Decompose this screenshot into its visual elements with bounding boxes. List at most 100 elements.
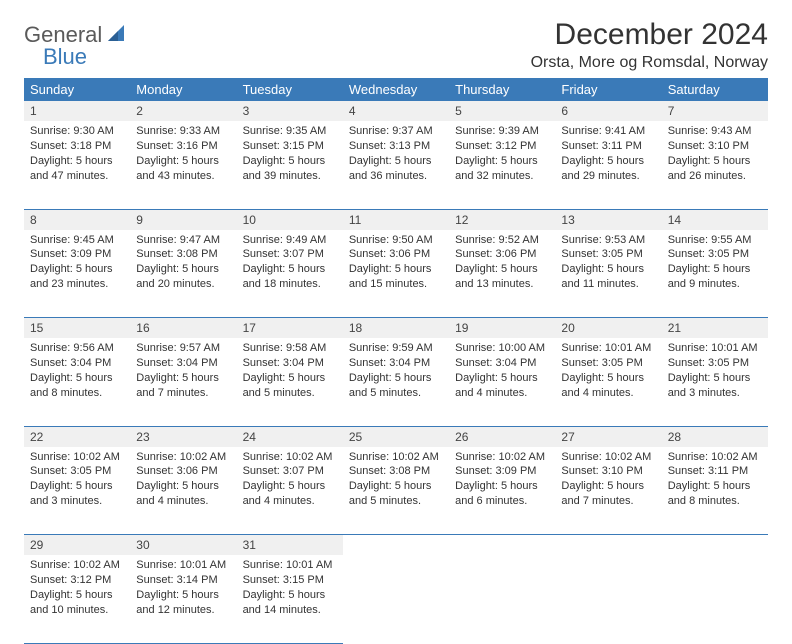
sunset-line: Sunset: 3:06 PM	[349, 247, 443, 262]
daylight-line: Daylight: 5 hours and 43 minutes.	[136, 154, 230, 184]
daylight-line: Daylight: 5 hours and 9 minutes.	[668, 262, 762, 292]
day-cell: Sunrise: 9:37 AMSunset: 3:13 PMDaylight:…	[343, 121, 449, 209]
day-number-row: 293031	[24, 535, 768, 556]
daylight-line: Daylight: 5 hours and 20 minutes.	[136, 262, 230, 292]
daylight-line: Daylight: 5 hours and 26 minutes.	[668, 154, 762, 184]
day-cell: Sunrise: 10:01 AMSunset: 3:14 PMDaylight…	[130, 555, 236, 643]
day-number-row: 891011121314	[24, 209, 768, 230]
sunrise-line: Sunrise: 9:59 AM	[349, 341, 443, 356]
day-number-cell: 22	[24, 426, 130, 447]
sunset-line: Sunset: 3:04 PM	[243, 356, 337, 371]
daylight-line: Daylight: 5 hours and 29 minutes.	[561, 154, 655, 184]
day-cell: Sunrise: 9:58 AMSunset: 3:04 PMDaylight:…	[237, 338, 343, 426]
day-cell: Sunrise: 9:52 AMSunset: 3:06 PMDaylight:…	[449, 230, 555, 318]
daylight-line: Daylight: 5 hours and 14 minutes.	[243, 588, 337, 618]
day-cell: Sunrise: 9:35 AMSunset: 3:15 PMDaylight:…	[237, 121, 343, 209]
day-cell: Sunrise: 9:53 AMSunset: 3:05 PMDaylight:…	[555, 230, 661, 318]
day-cell: Sunrise: 10:02 AMSunset: 3:08 PMDaylight…	[343, 447, 449, 535]
day-number-row: 15161718192021	[24, 318, 768, 339]
day-content-row: Sunrise: 10:02 AMSunset: 3:12 PMDaylight…	[24, 555, 768, 643]
sunset-line: Sunset: 3:04 PM	[136, 356, 230, 371]
day-cell: Sunrise: 9:55 AMSunset: 3:05 PMDaylight:…	[662, 230, 768, 318]
sunset-line: Sunset: 3:07 PM	[243, 464, 337, 479]
sunset-line: Sunset: 3:12 PM	[30, 573, 124, 588]
sunset-line: Sunset: 3:12 PM	[455, 139, 549, 154]
sunset-line: Sunset: 3:15 PM	[243, 139, 337, 154]
sunrise-line: Sunrise: 10:02 AM	[136, 450, 230, 465]
day-cell: Sunrise: 9:33 AMSunset: 3:16 PMDaylight:…	[130, 121, 236, 209]
sunrise-line: Sunrise: 10:02 AM	[243, 450, 337, 465]
day-cell: Sunrise: 10:02 AMSunset: 3:12 PMDaylight…	[24, 555, 130, 643]
sunrise-line: Sunrise: 9:33 AM	[136, 124, 230, 139]
sunset-line: Sunset: 3:06 PM	[136, 464, 230, 479]
day-number-cell: 8	[24, 209, 130, 230]
sunset-line: Sunset: 3:06 PM	[455, 247, 549, 262]
day-cell: Sunrise: 9:49 AMSunset: 3:07 PMDaylight:…	[237, 230, 343, 318]
sunset-line: Sunset: 3:05 PM	[561, 356, 655, 371]
day-cell: Sunrise: 10:02 AMSunset: 3:09 PMDaylight…	[449, 447, 555, 535]
daylight-line: Daylight: 5 hours and 15 minutes.	[349, 262, 443, 292]
sunset-line: Sunset: 3:11 PM	[561, 139, 655, 154]
day-number-cell: 24	[237, 426, 343, 447]
day-cell: Sunrise: 10:02 AMSunset: 3:06 PMDaylight…	[130, 447, 236, 535]
sunset-line: Sunset: 3:08 PM	[136, 247, 230, 262]
day-cell: Sunrise: 9:56 AMSunset: 3:04 PMDaylight:…	[24, 338, 130, 426]
logo-blue-text: Blue	[43, 44, 87, 70]
day-number-cell: 19	[449, 318, 555, 339]
day-header: Friday	[555, 78, 661, 101]
daylight-line: Daylight: 5 hours and 36 minutes.	[349, 154, 443, 184]
daylight-line: Daylight: 5 hours and 7 minutes.	[561, 479, 655, 509]
day-number-cell: 27	[555, 426, 661, 447]
sunset-line: Sunset: 3:07 PM	[243, 247, 337, 262]
day-cell: Sunrise: 10:02 AMSunset: 3:10 PMDaylight…	[555, 447, 661, 535]
sunrise-line: Sunrise: 10:02 AM	[30, 450, 124, 465]
daylight-line: Daylight: 5 hours and 5 minutes.	[243, 371, 337, 401]
day-header: Wednesday	[343, 78, 449, 101]
day-cell: Sunrise: 10:01 AMSunset: 3:15 PMDaylight…	[237, 555, 343, 643]
sunrise-line: Sunrise: 9:56 AM	[30, 341, 124, 356]
sunrise-line: Sunrise: 10:02 AM	[455, 450, 549, 465]
day-header: Monday	[130, 78, 236, 101]
day-number-cell: 21	[662, 318, 768, 339]
sunrise-line: Sunrise: 10:02 AM	[349, 450, 443, 465]
sunrise-line: Sunrise: 9:57 AM	[136, 341, 230, 356]
day-cell: Sunrise: 10:02 AMSunset: 3:07 PMDaylight…	[237, 447, 343, 535]
day-number-cell	[343, 535, 449, 556]
sunset-line: Sunset: 3:09 PM	[455, 464, 549, 479]
sunset-line: Sunset: 3:05 PM	[668, 247, 762, 262]
sunrise-line: Sunrise: 9:37 AM	[349, 124, 443, 139]
day-number-row: 22232425262728	[24, 426, 768, 447]
sunrise-line: Sunrise: 9:45 AM	[30, 233, 124, 248]
day-number-cell: 11	[343, 209, 449, 230]
sunset-line: Sunset: 3:11 PM	[668, 464, 762, 479]
logo-sail-icon	[106, 23, 126, 48]
sunrise-line: Sunrise: 9:41 AM	[561, 124, 655, 139]
day-header: Sunday	[24, 78, 130, 101]
day-number-cell: 31	[237, 535, 343, 556]
sunset-line: Sunset: 3:18 PM	[30, 139, 124, 154]
calendar-table: Sunday Monday Tuesday Wednesday Thursday…	[24, 78, 768, 644]
sunrise-line: Sunrise: 10:02 AM	[668, 450, 762, 465]
day-number-cell: 29	[24, 535, 130, 556]
day-number-cell: 15	[24, 318, 130, 339]
day-number-cell: 5	[449, 101, 555, 121]
sunrise-line: Sunrise: 9:39 AM	[455, 124, 549, 139]
day-number-cell: 14	[662, 209, 768, 230]
day-number-cell: 26	[449, 426, 555, 447]
day-cell	[555, 555, 661, 643]
sunrise-line: Sunrise: 10:01 AM	[561, 341, 655, 356]
sunrise-line: Sunrise: 10:01 AM	[243, 558, 337, 573]
daylight-line: Daylight: 5 hours and 23 minutes.	[30, 262, 124, 292]
day-number-cell: 13	[555, 209, 661, 230]
day-cell: Sunrise: 9:43 AMSunset: 3:10 PMDaylight:…	[662, 121, 768, 209]
sunset-line: Sunset: 3:05 PM	[668, 356, 762, 371]
daylight-line: Daylight: 5 hours and 32 minutes.	[455, 154, 549, 184]
sunset-line: Sunset: 3:08 PM	[349, 464, 443, 479]
sunset-line: Sunset: 3:05 PM	[30, 464, 124, 479]
header: General December 2024 Orsta, More og Rom…	[24, 18, 768, 72]
day-cell: Sunrise: 10:01 AMSunset: 3:05 PMDaylight…	[555, 338, 661, 426]
day-number-row: 1234567	[24, 101, 768, 121]
sunset-line: Sunset: 3:15 PM	[243, 573, 337, 588]
day-cell: Sunrise: 10:02 AMSunset: 3:11 PMDaylight…	[662, 447, 768, 535]
day-cell: Sunrise: 9:57 AMSunset: 3:04 PMDaylight:…	[130, 338, 236, 426]
